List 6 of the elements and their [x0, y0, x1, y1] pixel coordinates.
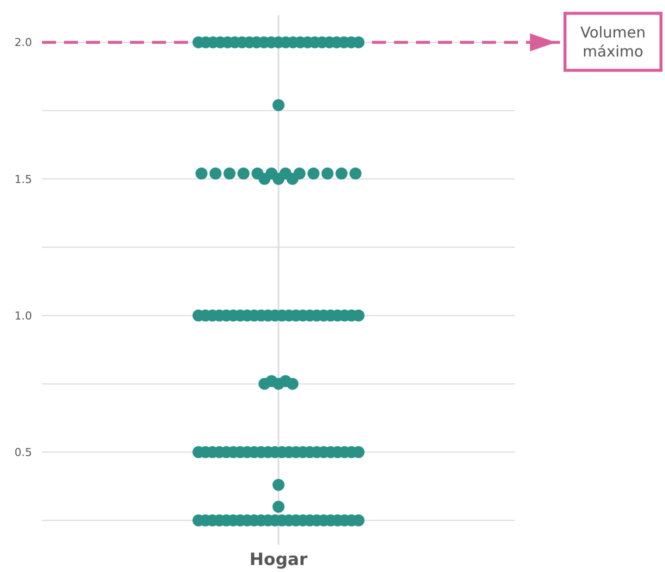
y-tick-label: 1.5	[14, 172, 32, 186]
y-tick-label: 0.5	[14, 446, 32, 459]
y-tick-label: 2.0	[14, 36, 32, 50]
ref-line-label: Volumen máximo	[580, 23, 646, 60]
x-tick-label: Hogar	[250, 550, 308, 570]
y-tick-label: 1.0	[14, 309, 32, 322]
